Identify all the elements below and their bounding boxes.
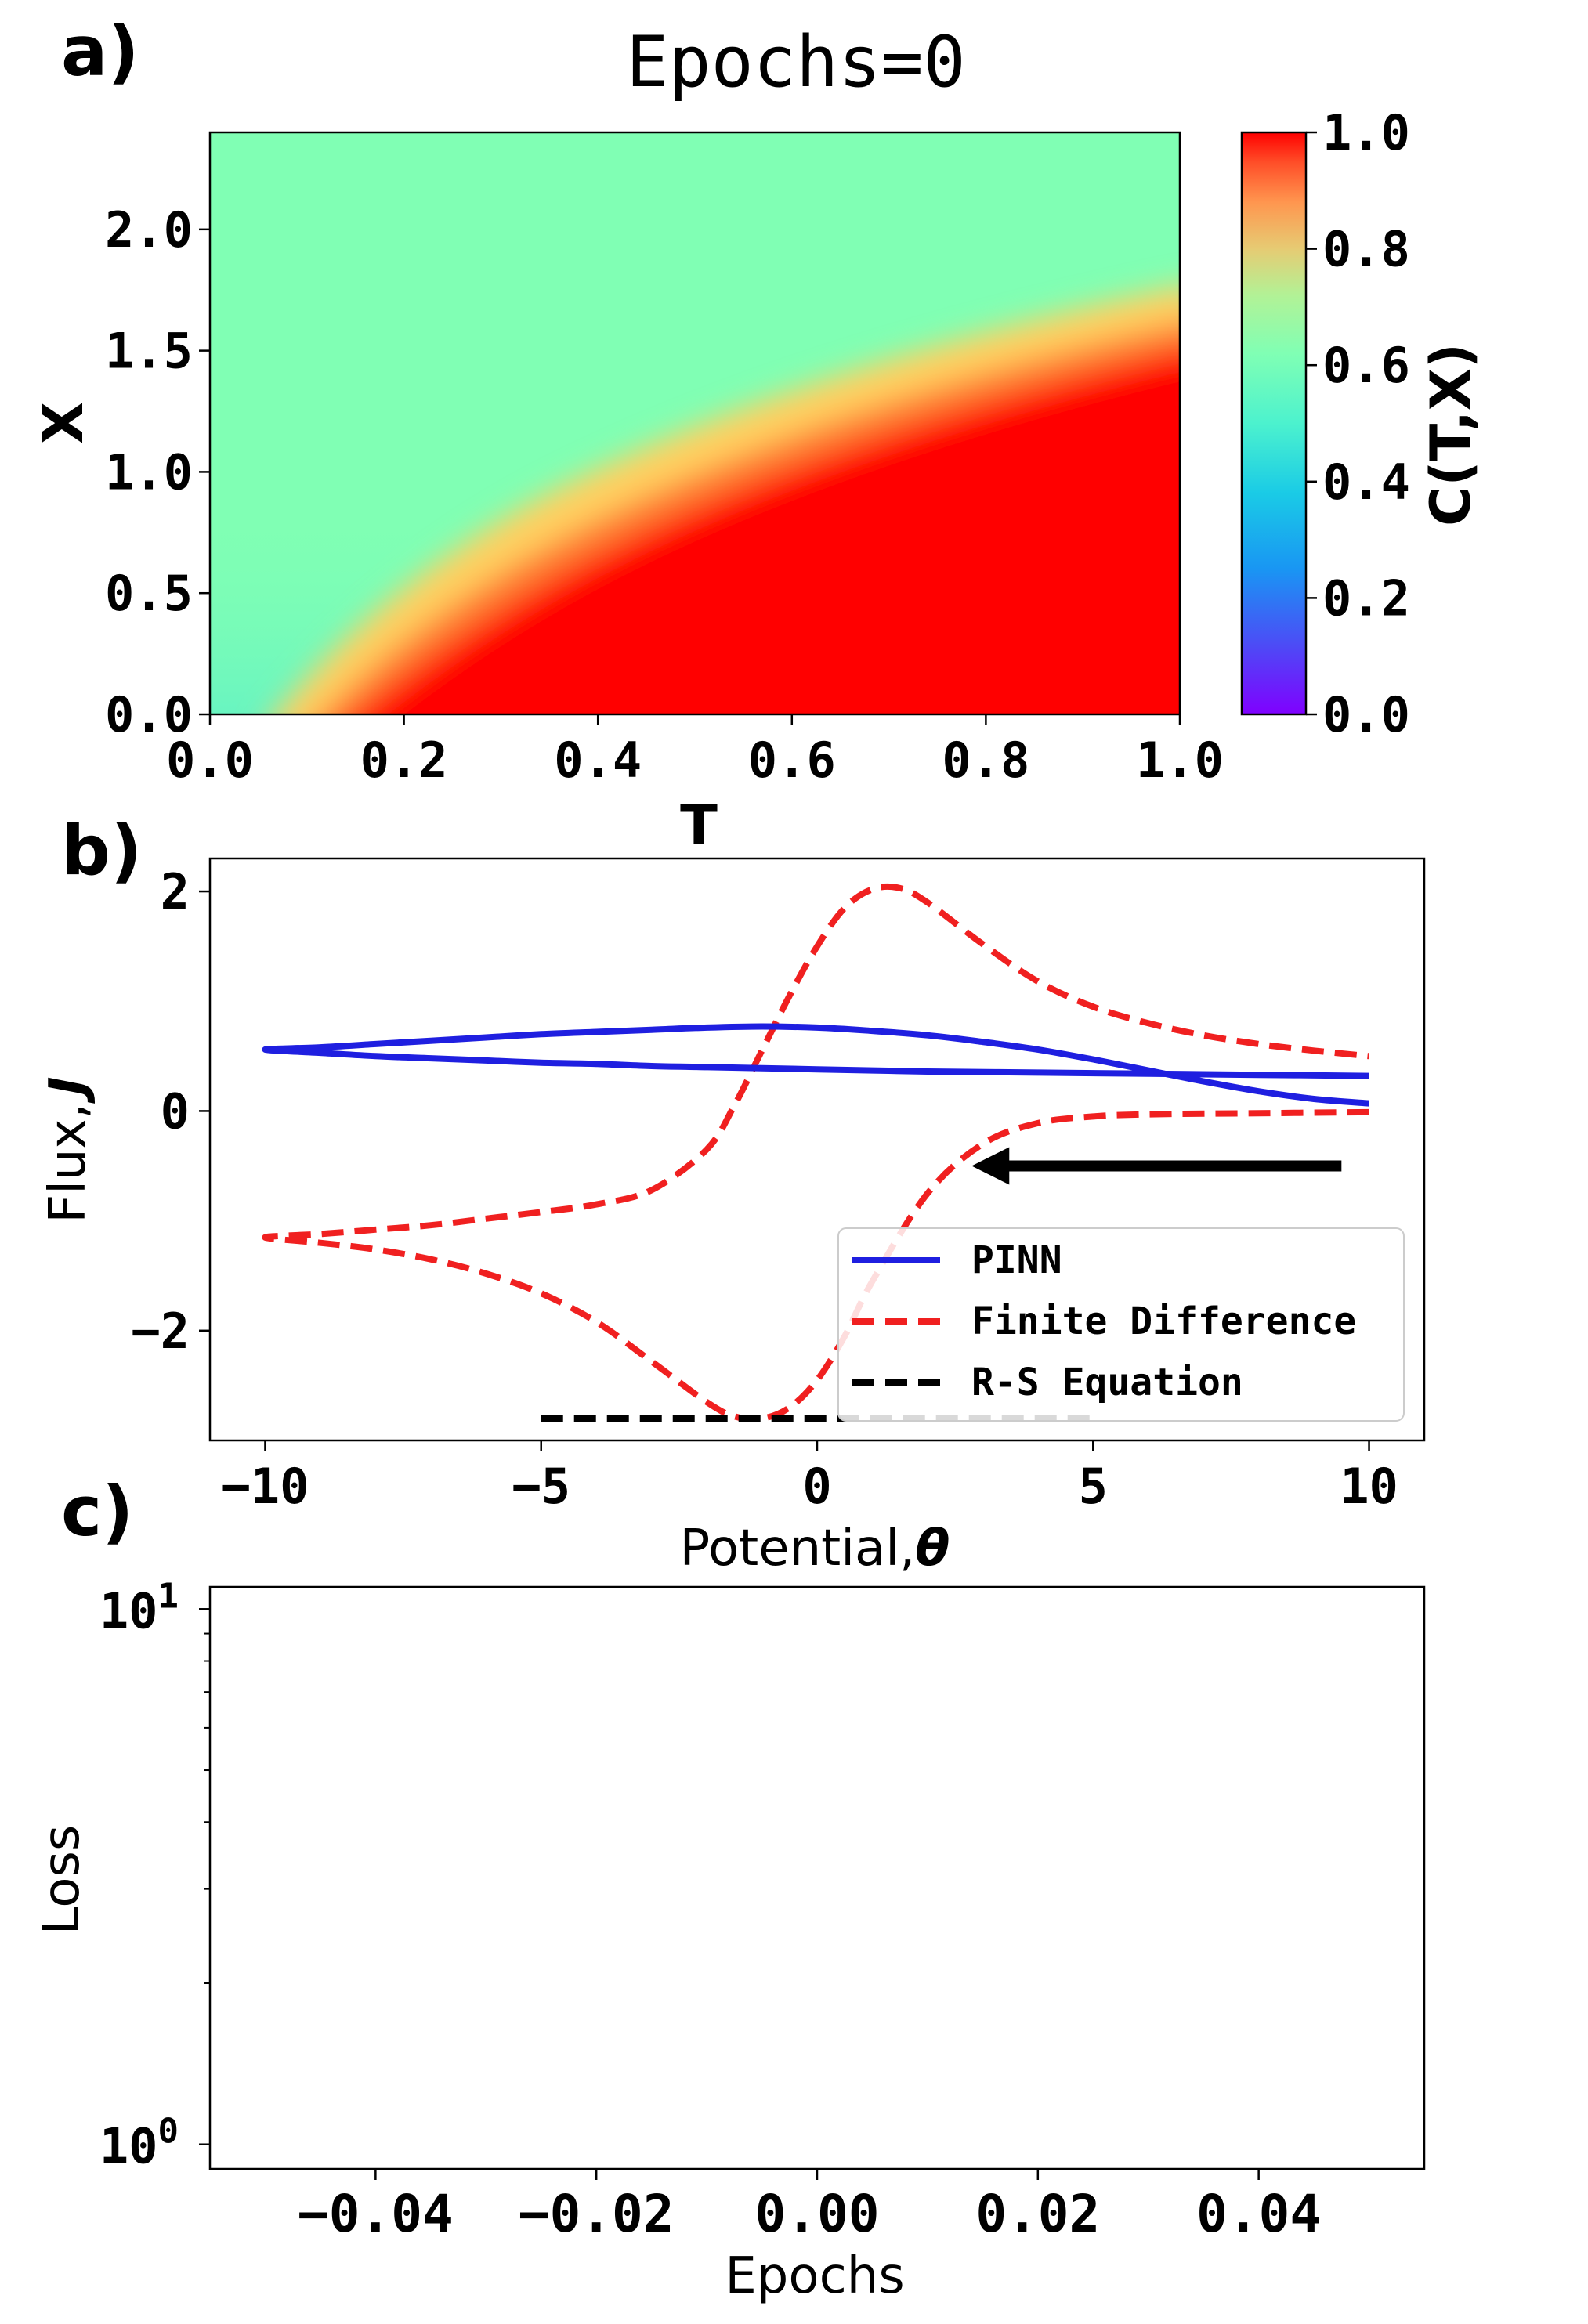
- heatmap-area: [210, 132, 1180, 714]
- loss-ytick-label: 100: [99, 2112, 179, 2175]
- loss-ylabel: Loss: [33, 1825, 91, 1935]
- legend-label-rs-equation: R-S Equation: [971, 1361, 1243, 1404]
- colorbar-ticks: 0.0 0.2 0.4 0.6 0.8 1.0: [1306, 104, 1410, 743]
- colorbar-tick-label: 0.4: [1322, 454, 1410, 511]
- loss-xtick-label: 0.02: [975, 2184, 1100, 2244]
- colorbar-tick-label: 0.0: [1322, 686, 1410, 743]
- heatmap-ticks: 0.0 0.2 0.4 0.6 0.8 1.0 0.0 0.5 1.0 1.5 2.0: [105, 201, 1224, 789]
- cv-xtick-label: 10: [1340, 1458, 1398, 1515]
- heatmap-front-band: [275, 286, 1180, 714]
- colorbar-tick-label: 0.2: [1322, 569, 1410, 627]
- heatmap-xlabel: T: [680, 793, 718, 858]
- heatmap-xtick-label: 0.4: [554, 732, 642, 789]
- heatmap-xtick-label: 0.0: [166, 732, 254, 789]
- panel-label-c: c): [61, 1471, 133, 1552]
- panel-label-b: b): [61, 810, 142, 891]
- heatmap-xtick-label: 0.2: [360, 732, 448, 789]
- heatmap-xtick-label: 0.8: [942, 732, 1029, 789]
- cv-xtick-label: 5: [1079, 1458, 1108, 1515]
- cv-xtick-label: −5: [512, 1458, 570, 1515]
- cv-xtick-label: 0: [802, 1458, 831, 1515]
- loss-xtick-label: 0.00: [755, 2184, 880, 2244]
- legend-box: [837, 1227, 1405, 1422]
- heatmap-ytick-label: 0.5: [105, 565, 193, 622]
- colorbar-tick-label: 0.8: [1322, 221, 1410, 278]
- cv-xtick-label: −10: [221, 1458, 309, 1515]
- loss-plot-frame: [208, 1585, 1426, 2170]
- heatmap-xtick-label: 1.0: [1136, 732, 1224, 789]
- direction-arrow-head: [971, 1147, 1010, 1185]
- series-line-pinn: [262, 1023, 1369, 1107]
- legend-label-finite-difference: Finite Difference: [971, 1299, 1356, 1343]
- cv-ticks: −10 −5 0 5 10 −2 0 2: [131, 863, 1398, 1515]
- colorbar: [1240, 131, 1308, 716]
- series-line-finite-difference: [262, 883, 1369, 1422]
- heatmap-title: Epochs=0: [626, 21, 965, 103]
- loss-ticks: −0.04 −0.02 0.00 0.02 0.04 101 100: [99, 1576, 1321, 2244]
- loss-xtick-label: −0.02: [519, 2184, 675, 2244]
- heatmap-ytick-label: 0.0: [105, 686, 193, 743]
- heatmap-xtick-label: 0.6: [748, 732, 836, 789]
- loss-ytick-label: 101: [99, 1576, 179, 1639]
- loss-xtick-label: −0.04: [298, 2184, 454, 2244]
- colorbar-tick-label: 0.6: [1322, 337, 1410, 394]
- heatmap-ytick-label: 1.0: [105, 443, 193, 501]
- colorbar-label: C(T,X): [1419, 343, 1483, 526]
- cv-ylabel: Flux,J: [39, 1076, 97, 1223]
- cv-series: [262, 883, 1369, 1422]
- cv-ytick-label: 0: [161, 1082, 190, 1140]
- heatmap-ytick-label: 1.5: [105, 323, 193, 380]
- cv-ytick-label: 2: [161, 863, 190, 920]
- heatmap-depletion-core: [210, 290, 468, 714]
- cv-legend: PINN Finite Difference R-S Equation: [837, 1227, 1405, 1422]
- loss-xlabel: Epochs: [725, 2247, 904, 2305]
- legend-label-pinn: PINN: [971, 1238, 1062, 1282]
- cv-ytick-label: −2: [131, 1303, 190, 1360]
- heatmap-frame: [208, 131, 1181, 716]
- loss-xtick-label: 0.04: [1196, 2184, 1321, 2244]
- panel-label-a: a): [61, 11, 139, 92]
- colorbar-tick-label: 1.0: [1322, 104, 1410, 161]
- cv-xlabel: Potential,θ: [680, 1520, 950, 1578]
- heatmap-ylabel: X: [31, 402, 96, 444]
- heatmap-ytick-label: 2.0: [105, 201, 193, 258]
